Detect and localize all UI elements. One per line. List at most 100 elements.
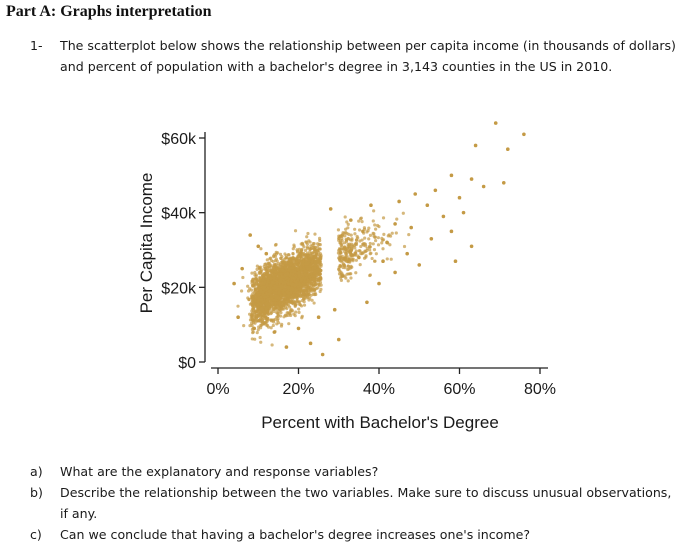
scatter-point xyxy=(308,256,312,261)
scatter-point xyxy=(286,298,290,302)
scatter-point xyxy=(291,296,295,300)
scatter-point xyxy=(251,330,255,335)
scatter-point xyxy=(282,293,286,297)
scatter-point xyxy=(251,295,255,299)
scatter-point xyxy=(303,272,307,277)
scatter-point xyxy=(377,281,381,286)
scatter-point xyxy=(353,232,357,236)
scatter-point xyxy=(261,293,265,297)
scatter-point xyxy=(308,246,312,250)
scatter-point xyxy=(271,323,275,328)
scatter-point xyxy=(253,270,257,275)
scatter-point xyxy=(345,220,349,224)
scatter-point xyxy=(294,287,298,291)
scatter-point xyxy=(365,300,369,305)
scatter-point xyxy=(260,320,264,324)
scatter-point xyxy=(347,272,351,276)
scatter-point xyxy=(269,311,274,315)
scatter-point xyxy=(308,296,312,300)
question-c-text: Can we conclude that having a bachelor's… xyxy=(60,527,531,542)
scatter-point xyxy=(288,266,292,270)
scatter-point xyxy=(346,249,350,253)
scatter-point xyxy=(457,195,462,200)
scatter-point xyxy=(342,247,346,251)
scatter-point xyxy=(279,324,284,328)
scatter-point xyxy=(393,270,397,275)
scatter-point xyxy=(255,267,259,271)
scatter-point xyxy=(253,288,257,292)
scatter-point xyxy=(347,232,351,236)
scatter-point xyxy=(269,276,273,280)
scatter-point xyxy=(357,255,361,260)
scatter-point xyxy=(346,267,350,272)
scatter-point xyxy=(370,256,374,261)
scatter-point xyxy=(252,326,257,331)
scatter-point xyxy=(271,259,275,264)
scatter-point xyxy=(360,219,364,224)
scatter-point xyxy=(246,284,250,288)
scatter-point xyxy=(271,265,276,269)
scatter-point xyxy=(267,274,271,278)
scatter-point xyxy=(251,309,255,313)
scatter-point xyxy=(289,261,293,265)
scatter-point xyxy=(288,313,293,318)
scatter-point xyxy=(300,289,304,293)
scatter-point xyxy=(501,181,506,185)
scatter-point xyxy=(304,296,309,300)
y-tick-label: $40k xyxy=(161,206,197,223)
question-list: a) What are the explanatory and response… xyxy=(30,461,680,545)
scatter-point xyxy=(266,312,270,316)
x-tick-label: 80% xyxy=(524,381,556,398)
scatter-point xyxy=(306,278,310,283)
x-axis-label: Percent with Bachelor's Degree xyxy=(261,413,499,432)
question-a-label: a) xyxy=(30,464,43,479)
scatter-point xyxy=(302,280,306,284)
scatter-point xyxy=(252,280,256,284)
scatter-point xyxy=(252,317,256,321)
y-tick-label: $20k xyxy=(161,280,197,297)
scatter-point xyxy=(318,272,322,276)
scatter-point xyxy=(299,267,303,271)
scatter-point xyxy=(261,287,266,291)
scatter-point xyxy=(367,226,371,230)
scatter-point xyxy=(241,275,245,280)
scatter-point xyxy=(291,259,295,263)
scatter-point xyxy=(265,272,269,276)
scatter-point xyxy=(248,302,253,306)
scatter-point xyxy=(313,292,317,297)
scatter-point xyxy=(358,249,362,253)
y-axis-label: Per Capita Income xyxy=(137,173,156,314)
scatter-point xyxy=(360,251,364,255)
scatter-point xyxy=(272,273,276,278)
scatter-point xyxy=(310,289,314,293)
scatter-point xyxy=(314,251,318,255)
scatter-point xyxy=(296,326,301,331)
scatter-point xyxy=(248,312,252,316)
scatter-point xyxy=(343,250,347,254)
scatter-point xyxy=(279,285,283,290)
x-tick-label: 20% xyxy=(282,381,314,398)
scatter-point xyxy=(317,278,321,283)
scatter-point xyxy=(256,282,260,286)
scatter-point xyxy=(256,328,260,332)
scatter-point xyxy=(281,259,285,263)
scatter-point xyxy=(317,268,321,272)
scatter-point xyxy=(369,203,373,207)
scatter-point xyxy=(253,312,257,317)
scatter-point xyxy=(236,304,240,308)
scatter-point xyxy=(302,282,306,286)
scatterplot: $0 $20k $40k $60k 0% 20% 40% 60% 80% Percent wi… xyxy=(137,121,556,432)
scatter-point xyxy=(314,270,319,274)
scatter-point xyxy=(453,259,458,264)
scatter-point xyxy=(301,243,305,247)
scatter-point xyxy=(263,316,267,321)
scatter-point xyxy=(340,274,345,278)
scatter-point xyxy=(350,257,354,261)
scatter-point xyxy=(269,293,273,297)
scatter-point xyxy=(338,257,343,261)
scatter-point xyxy=(255,315,259,319)
scatter-point xyxy=(296,249,300,253)
scatter-point xyxy=(286,281,290,285)
scatter-point xyxy=(272,276,276,281)
scatter-point xyxy=(286,294,290,298)
